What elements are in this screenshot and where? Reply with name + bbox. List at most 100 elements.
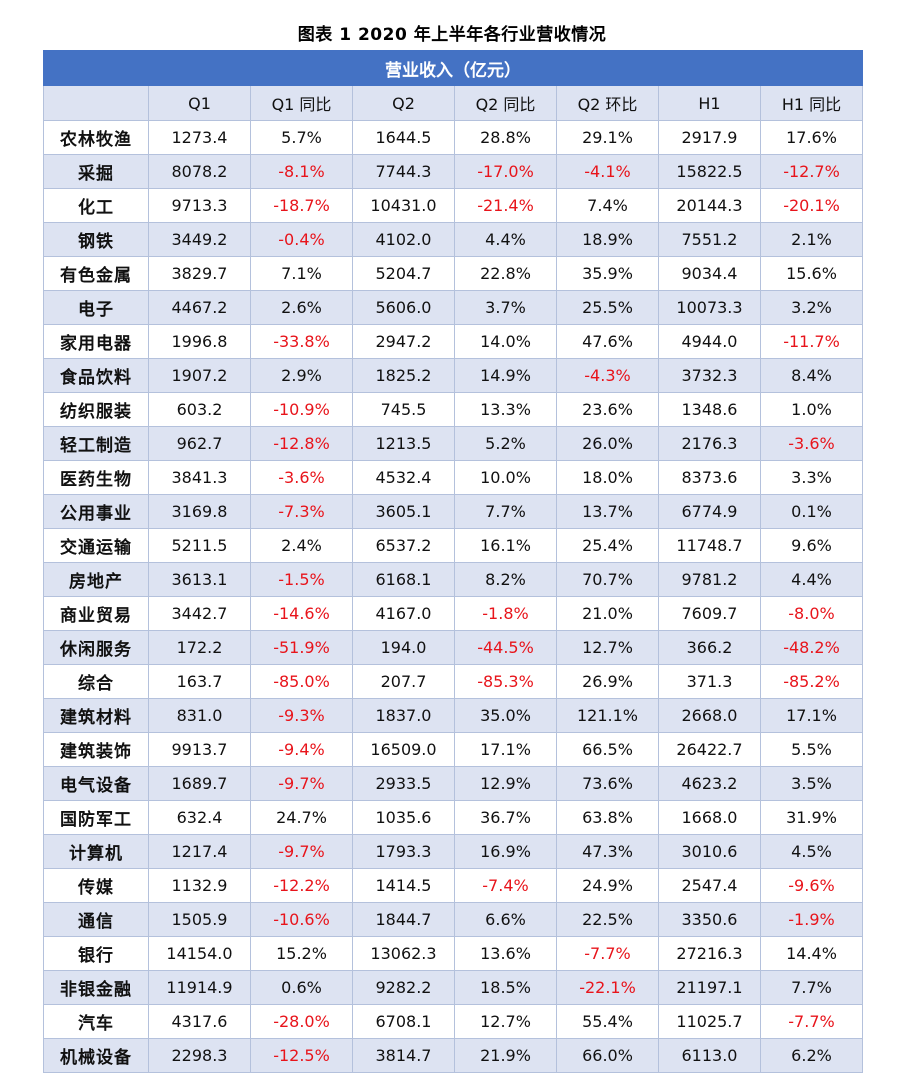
industry-name-cell: 医药生物 bbox=[43, 460, 149, 495]
value-cell: -1.8% bbox=[454, 596, 557, 631]
value-cell: 1844.7 bbox=[352, 902, 455, 937]
table-row: 房地产 3613.1 -1.5% 6168.1 8.2% 70.7% 9781.2 4.4% bbox=[43, 562, 863, 597]
value-cell: 5204.7 bbox=[352, 256, 455, 291]
value-cell: 7.7% bbox=[454, 494, 557, 529]
table-row: 计算机 1217.4 -9.7% 1793.3 16.9% 47.3% 3010.6 4.5% bbox=[43, 834, 863, 869]
industry-name-cell: 汽车 bbox=[43, 1004, 149, 1039]
value-cell: 2933.5 bbox=[352, 766, 455, 801]
value-cell: 13.7% bbox=[556, 494, 659, 529]
value-cell: 3829.7 bbox=[148, 256, 251, 291]
value-cell: 24.9% bbox=[556, 868, 659, 903]
table-row: 有色金属 3829.7 7.1% 5204.7 22.8% 35.9% 9034.4 15.6… bbox=[43, 256, 863, 291]
value-cell: 22.8% bbox=[454, 256, 557, 291]
value-cell: -0.4% bbox=[250, 222, 353, 257]
value-cell: 745.5 bbox=[352, 392, 455, 427]
value-cell: -51.9% bbox=[250, 630, 353, 665]
value-cell: 11748.7 bbox=[658, 528, 761, 563]
value-cell: 36.7% bbox=[454, 800, 557, 835]
value-cell: 13.3% bbox=[454, 392, 557, 427]
value-cell: 962.7 bbox=[148, 426, 251, 461]
table-body: 农林牧渔 1273.4 5.7% 1644.5 28.8% 29.1% 2917.9 17.6… bbox=[43, 120, 863, 1073]
value-cell: -18.7% bbox=[250, 188, 353, 223]
value-cell: -22.1% bbox=[556, 970, 659, 1005]
column-header: H1 bbox=[658, 85, 761, 121]
header-row: Q1 Q1 同比 Q2 Q2 同比 Q2 环比 H1 H1 同比 bbox=[43, 85, 863, 121]
value-cell: 25.5% bbox=[556, 290, 659, 325]
value-cell: 2917.9 bbox=[658, 120, 761, 155]
value-cell: 31.9% bbox=[760, 800, 863, 835]
value-cell: 17.6% bbox=[760, 120, 863, 155]
table-row: 建筑装饰 9913.7 -9.4% 16509.0 17.1% 66.5% 26422.7 5… bbox=[43, 732, 863, 767]
value-cell: 12.7% bbox=[556, 630, 659, 665]
value-cell: 0.1% bbox=[760, 494, 863, 529]
value-cell: 6.2% bbox=[760, 1038, 863, 1073]
value-cell: 3613.1 bbox=[148, 562, 251, 597]
value-cell: 2176.3 bbox=[658, 426, 761, 461]
value-cell: 26422.7 bbox=[658, 732, 761, 767]
value-cell: 13.6% bbox=[454, 936, 557, 971]
value-cell: 1217.4 bbox=[148, 834, 251, 869]
value-cell: 1273.4 bbox=[148, 120, 251, 155]
value-cell: 1837.0 bbox=[352, 698, 455, 733]
value-cell: -9.4% bbox=[250, 732, 353, 767]
value-cell: 1505.9 bbox=[148, 902, 251, 937]
value-cell: 1793.3 bbox=[352, 834, 455, 869]
value-cell: 12.9% bbox=[454, 766, 557, 801]
value-cell: 11025.7 bbox=[658, 1004, 761, 1039]
value-cell: 4317.6 bbox=[148, 1004, 251, 1039]
value-cell: -8.0% bbox=[760, 596, 863, 631]
value-cell: 194.0 bbox=[352, 630, 455, 665]
column-header: Q1 bbox=[148, 85, 251, 121]
value-cell: -7.7% bbox=[556, 936, 659, 971]
value-cell: 4167.0 bbox=[352, 596, 455, 631]
value-cell: 66.5% bbox=[556, 732, 659, 767]
value-cell: 17.1% bbox=[760, 698, 863, 733]
industry-name-cell: 采掘 bbox=[43, 154, 149, 189]
value-cell: 28.8% bbox=[454, 120, 557, 155]
value-cell: -4.3% bbox=[556, 358, 659, 393]
value-cell: -33.8% bbox=[250, 324, 353, 359]
table-row: 公用事业 3169.8 -7.3% 3605.1 7.7% 13.7% 6774.9 0.1% bbox=[43, 494, 863, 529]
column-header: Q2 同比 bbox=[454, 85, 557, 121]
value-cell: -1.9% bbox=[760, 902, 863, 937]
table-row: 非银金融 11914.9 0.6% 9282.2 18.5% -22.1% 21197.1 7… bbox=[43, 970, 863, 1005]
value-cell: -9.6% bbox=[760, 868, 863, 903]
table-row: 交通运输 5211.5 2.4% 6537.2 16.1% 25.4% 11748.7 9.6… bbox=[43, 528, 863, 563]
value-cell: 16509.0 bbox=[352, 732, 455, 767]
value-cell: 9913.7 bbox=[148, 732, 251, 767]
industry-name-cell: 公用事业 bbox=[43, 494, 149, 529]
value-cell: 3.5% bbox=[760, 766, 863, 801]
value-cell: 1.0% bbox=[760, 392, 863, 427]
industry-name-cell: 钢铁 bbox=[43, 222, 149, 257]
value-cell: 4.5% bbox=[760, 834, 863, 869]
value-cell: 11914.9 bbox=[148, 970, 251, 1005]
value-cell: -20.1% bbox=[760, 188, 863, 223]
value-cell: 1132.9 bbox=[148, 868, 251, 903]
table-row: 银行 14154.0 15.2% 13062.3 13.6% -7.7% 27216.3 14… bbox=[43, 936, 863, 971]
value-cell: -12.5% bbox=[250, 1038, 353, 1073]
value-cell: 63.8% bbox=[556, 800, 659, 835]
value-cell: -21.4% bbox=[454, 188, 557, 223]
industry-name-cell: 农林牧渔 bbox=[43, 120, 149, 155]
value-cell: 6774.9 bbox=[658, 494, 761, 529]
value-cell: 6708.1 bbox=[352, 1004, 455, 1039]
value-cell: 26.0% bbox=[556, 426, 659, 461]
table-row: 电子 4467.2 2.6% 5606.0 3.7% 25.5% 10073.3 3.2% bbox=[43, 290, 863, 325]
industry-name-cell: 交通运输 bbox=[43, 528, 149, 563]
value-cell: 3.2% bbox=[760, 290, 863, 325]
table-row: 钢铁 3449.2 -0.4% 4102.0 4.4% 18.9% 7551.2 2.1% bbox=[43, 222, 863, 257]
value-cell: 9282.2 bbox=[352, 970, 455, 1005]
value-cell: 2.4% bbox=[250, 528, 353, 563]
industry-name-cell: 计算机 bbox=[43, 834, 149, 869]
value-cell: -9.3% bbox=[250, 698, 353, 733]
value-cell: 7.4% bbox=[556, 188, 659, 223]
value-cell: 8.4% bbox=[760, 358, 863, 393]
value-cell: -3.6% bbox=[760, 426, 863, 461]
industry-name-cell: 轻工制造 bbox=[43, 426, 149, 461]
value-cell: -85.3% bbox=[454, 664, 557, 699]
value-cell: -3.6% bbox=[250, 460, 353, 495]
value-cell: 17.1% bbox=[454, 732, 557, 767]
industry-name-cell: 国防军工 bbox=[43, 800, 149, 835]
value-cell: 4467.2 bbox=[148, 290, 251, 325]
value-cell: 35.9% bbox=[556, 256, 659, 291]
